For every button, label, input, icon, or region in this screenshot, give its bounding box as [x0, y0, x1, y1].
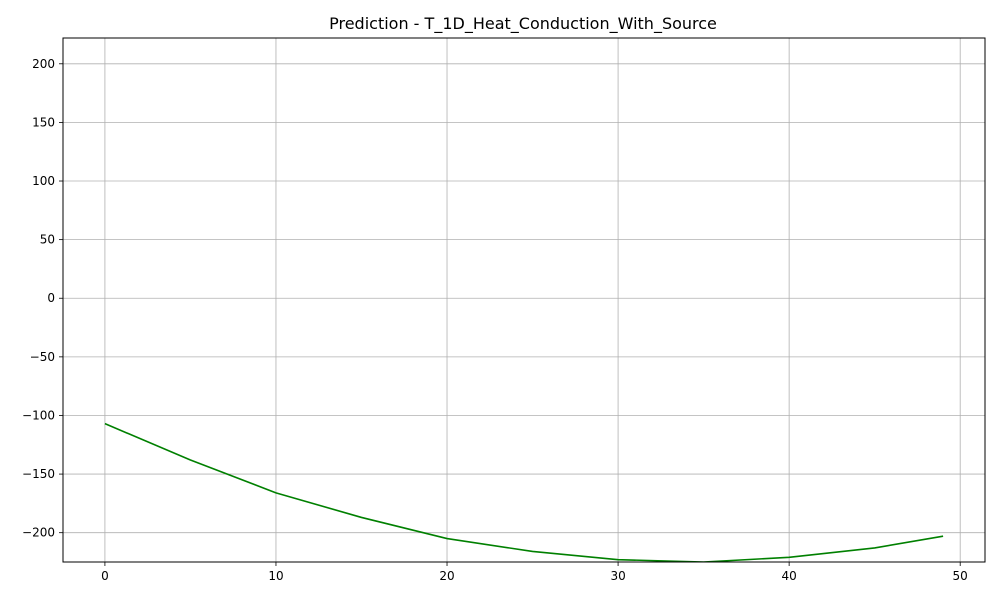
- y-tick-label: −50: [30, 350, 55, 364]
- series-layer: [104, 422, 944, 562]
- plot-frame: [62, 37, 986, 563]
- x-tick-label: 10: [268, 569, 283, 583]
- y-tick-label: 100: [32, 174, 55, 188]
- y-tick-label: −150: [22, 467, 55, 481]
- y-tick-label: −100: [22, 408, 55, 422]
- y-tick-label: 50: [40, 233, 55, 247]
- x-tick-label: 50: [953, 569, 968, 583]
- series-line: [104, 422, 944, 562]
- x-tick-label: 30: [610, 569, 625, 583]
- x-tick-label: 0: [101, 569, 109, 583]
- y-tick-label: 0: [47, 291, 55, 305]
- y-tick-label: 200: [32, 57, 55, 71]
- chart-title: Prediction - T_1D_Heat_Conduction_With_S…: [329, 14, 717, 34]
- y-tick-label: −200: [22, 526, 55, 540]
- x-tick-label: 20: [439, 569, 454, 583]
- grid-layer: [63, 38, 985, 562]
- tick-layer: 0 10 20 30 40 50 200 150 100 50 0 −50 −100 −150 −200: [22, 57, 968, 583]
- x-tick-label: 40: [781, 569, 796, 583]
- y-tick-label: 150: [32, 115, 55, 129]
